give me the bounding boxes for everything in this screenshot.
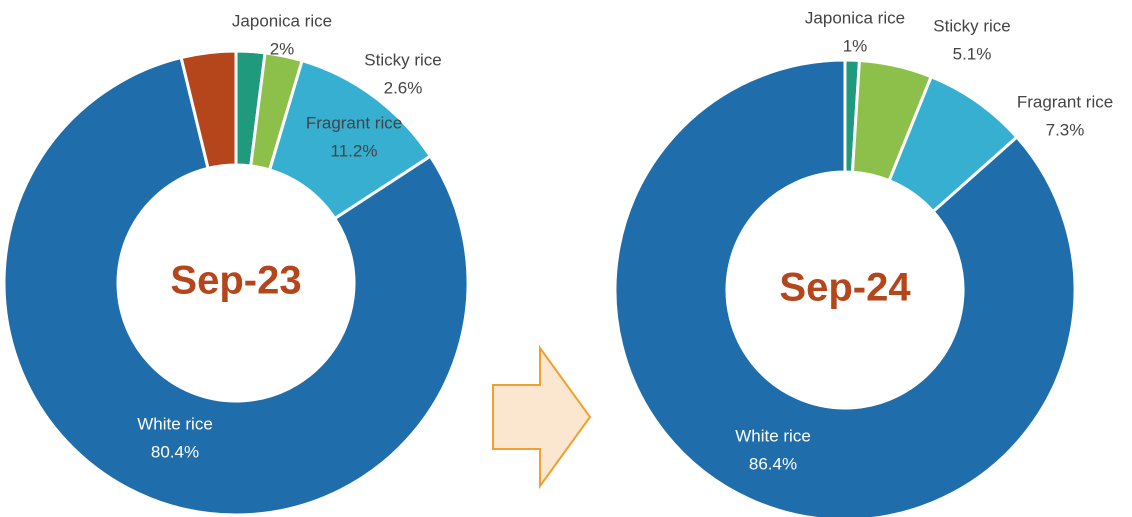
donut-slice	[179, 49, 238, 171]
chart-title: Sep-24	[779, 266, 911, 310]
slice-label: White rice	[137, 414, 213, 433]
slice-label: Sticky rice	[364, 50, 441, 69]
slice-label: Sticky rice	[933, 16, 1010, 35]
value-label: 7.3%	[1046, 120, 1085, 139]
slice-label: Fragrant rice	[1017, 92, 1113, 111]
value-label: 80.4%	[151, 442, 199, 461]
chart-title: Sep-23	[170, 259, 301, 303]
arrow	[492, 344, 592, 490]
slice-label: Japonica rice	[232, 11, 332, 30]
slice-label: Japonica rice	[805, 8, 905, 27]
value-label: 1%	[843, 36, 868, 55]
value-label: 11.2%	[331, 141, 378, 160]
donut-slice	[2, 55, 470, 517]
value-label: 5.1%	[953, 44, 992, 63]
value-label: 2.6%	[384, 78, 423, 97]
value-label: 86.4%	[749, 454, 797, 473]
value-label: 2%	[270, 39, 295, 58]
slice-label: White rice	[735, 426, 811, 445]
slice-label: Fragrant rice	[306, 113, 402, 132]
donut-slice	[613, 58, 1077, 517]
